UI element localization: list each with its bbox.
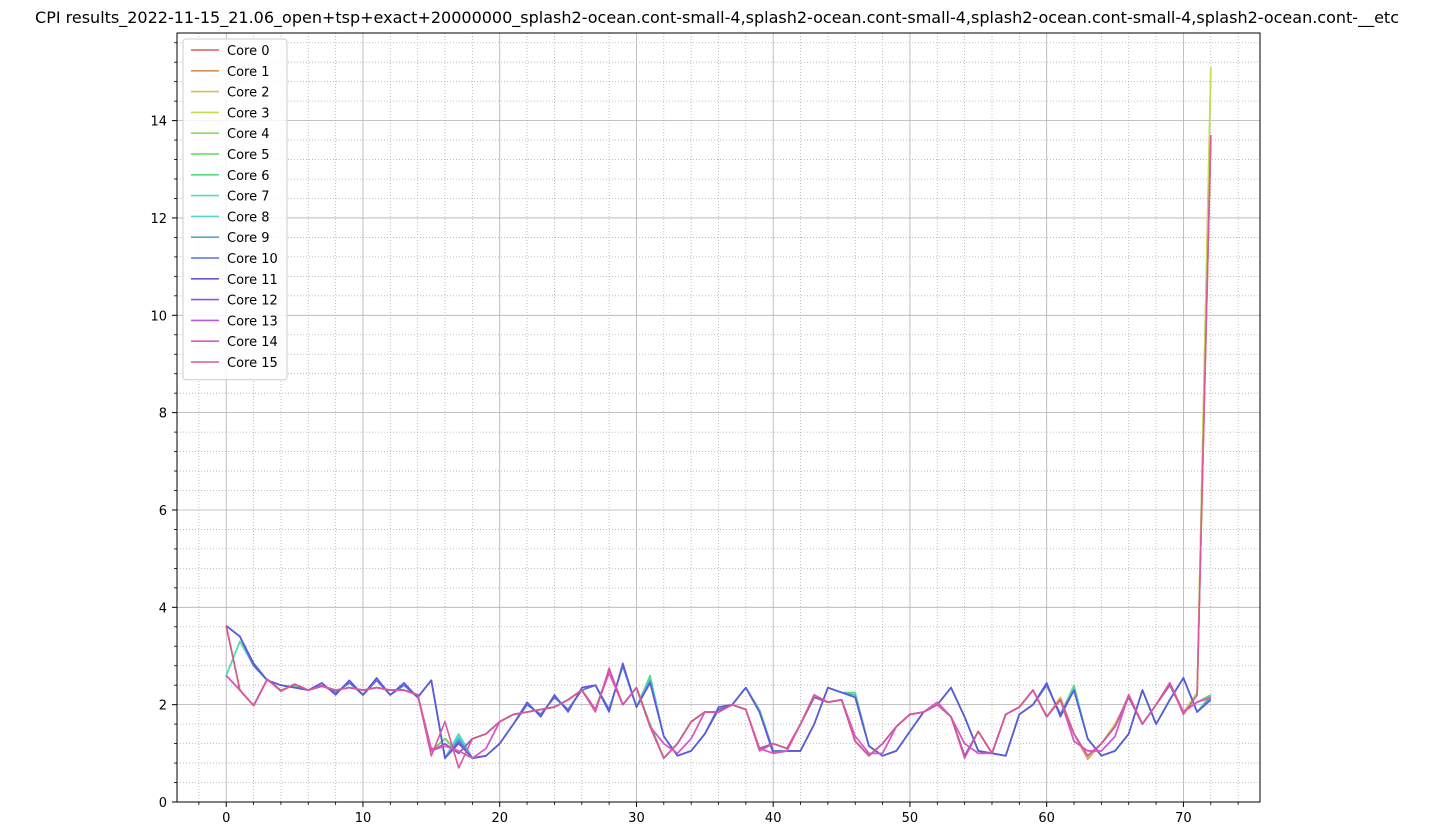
x-tick-label: 20 bbox=[491, 811, 508, 826]
series-line-core-13 bbox=[225, 672, 1212, 760]
y-tick-label: 10 bbox=[150, 309, 167, 324]
legend-label: Core 1 bbox=[227, 65, 270, 80]
x-axis: 0 10 20 30 40 50 60 70 bbox=[198, 802, 1239, 826]
x-tick-label: 0 bbox=[222, 811, 230, 826]
y-tick-label: 6 bbox=[159, 504, 167, 519]
legend-label: Core 5 bbox=[227, 148, 270, 163]
series-line-core-0 bbox=[225, 140, 1212, 760]
legend-label: Core 15 bbox=[227, 356, 278, 371]
x-tick-label: 70 bbox=[1175, 811, 1192, 826]
legend-label: Core 14 bbox=[227, 335, 278, 350]
y-tick-label: 14 bbox=[150, 115, 167, 130]
y-tick-label: 4 bbox=[159, 601, 167, 616]
legend-label: Core 11 bbox=[227, 273, 278, 288]
y-tick-label: 8 bbox=[159, 407, 167, 422]
x-tick-label: 40 bbox=[765, 811, 782, 826]
minor-gridlines bbox=[177, 33, 1260, 802]
legend: Core 0 Core 1 Core 2 Core 3 Core 4 Core 5 Core… bbox=[182, 38, 288, 381]
y-axis: 0 2 4 6 8 10 12 14 bbox=[150, 42, 177, 811]
legend-label: Core 4 bbox=[227, 127, 270, 142]
legend-label: Core 3 bbox=[227, 106, 270, 121]
x-tick-label: 50 bbox=[902, 811, 919, 826]
chart-title: CPI results_2022-11-15_21.06_open+tsp+ex… bbox=[35, 8, 1399, 28]
x-tick-label: 30 bbox=[628, 811, 645, 826]
legend-label: Core 13 bbox=[227, 314, 278, 329]
x-tick-label: 60 bbox=[1038, 811, 1055, 826]
legend-label: Core 0 bbox=[227, 44, 270, 59]
series-line-core-11 bbox=[225, 625, 1212, 760]
legend-label: Core 8 bbox=[227, 210, 270, 225]
series-layer bbox=[225, 67, 1212, 769]
legend-label: Core 12 bbox=[227, 294, 278, 309]
series-line-core-14 bbox=[225, 672, 1212, 760]
legend-label: Core 6 bbox=[227, 169, 270, 184]
legend-label: Core 10 bbox=[227, 252, 278, 267]
x-tick-label: 10 bbox=[355, 811, 372, 826]
y-tick-label: 12 bbox=[150, 212, 167, 227]
y-tick-label: 2 bbox=[159, 699, 167, 714]
legend-label: Core 7 bbox=[227, 190, 270, 205]
series-line-core-15 bbox=[225, 135, 1212, 769]
legend-label: Core 9 bbox=[227, 231, 270, 246]
legend-box bbox=[182, 38, 288, 381]
legend-label: Core 2 bbox=[227, 86, 270, 101]
y-tick-label: 0 bbox=[159, 796, 167, 811]
